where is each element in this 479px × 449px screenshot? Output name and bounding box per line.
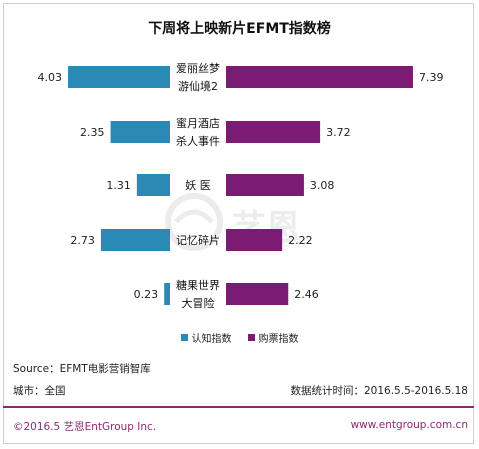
source-note: Source：EFMT电影营销智库 (13, 363, 151, 375)
category-label: 蜜月酒店 (176, 116, 220, 130)
value-label-purchase: 3.08 (310, 179, 335, 192)
bar-awareness (136, 174, 170, 196)
legend-swatch-awareness (180, 334, 188, 341)
chart-title: 下周将上映新片EFMT指数榜 (148, 21, 331, 37)
category-label: 杀人事件 (176, 134, 220, 148)
legend-item-awareness: 认知指数 (180, 330, 232, 345)
website-link[interactable]: www.entgroup.com.cn (350, 419, 468, 431)
category-label: 大冒险 (182, 296, 215, 310)
legend-label-purchase: 购票指数 (258, 334, 299, 345)
legend-label-awareness: 认知指数 (191, 334, 232, 345)
value-label-purchase: 2.46 (294, 288, 319, 301)
footer-divider (3, 406, 474, 408)
value-label-purchase: 3.72 (326, 126, 351, 139)
bar-purchase (226, 283, 289, 305)
copyright-text: ©2016.5 艺恩EntGroup Inc. (13, 421, 157, 433)
legend-swatch-purchase (247, 334, 255, 341)
bar-awareness (164, 283, 170, 305)
category-label: 游仙境2 (178, 79, 218, 93)
value-label-awareness: 4.03 (38, 71, 63, 84)
city-note: 城市：全国 (13, 385, 66, 397)
bar-awareness (68, 66, 170, 88)
bar-awareness (110, 121, 170, 143)
bar-awareness (100, 229, 170, 251)
category-label: 糖果世界 (176, 278, 220, 292)
value-label-awareness: 2.73 (70, 234, 95, 247)
bar-purchase (226, 66, 413, 88)
category-label: 记忆碎片 (176, 233, 220, 247)
value-label-awareness: 2.35 (80, 126, 105, 139)
period-note: 数据统计时间：2016.5.5-2016.5.18 (290, 385, 469, 397)
value-label-purchase: 2.22 (288, 234, 313, 247)
bar-purchase (226, 229, 283, 251)
category-label: 爱丽丝梦 (176, 62, 220, 75)
value-label-awareness: 1.31 (106, 179, 131, 192)
chart-frame (3, 3, 474, 444)
bar-purchase (226, 174, 304, 196)
category-label: 妖 医 (185, 178, 211, 192)
value-label-awareness: 0.23 (134, 288, 159, 301)
value-label-purchase: 7.39 (419, 71, 444, 84)
chart-legend: 认知指数 购票指数 (0, 330, 479, 345)
bar-purchase (226, 121, 321, 143)
legend-item-purchase: 购票指数 (247, 330, 299, 345)
